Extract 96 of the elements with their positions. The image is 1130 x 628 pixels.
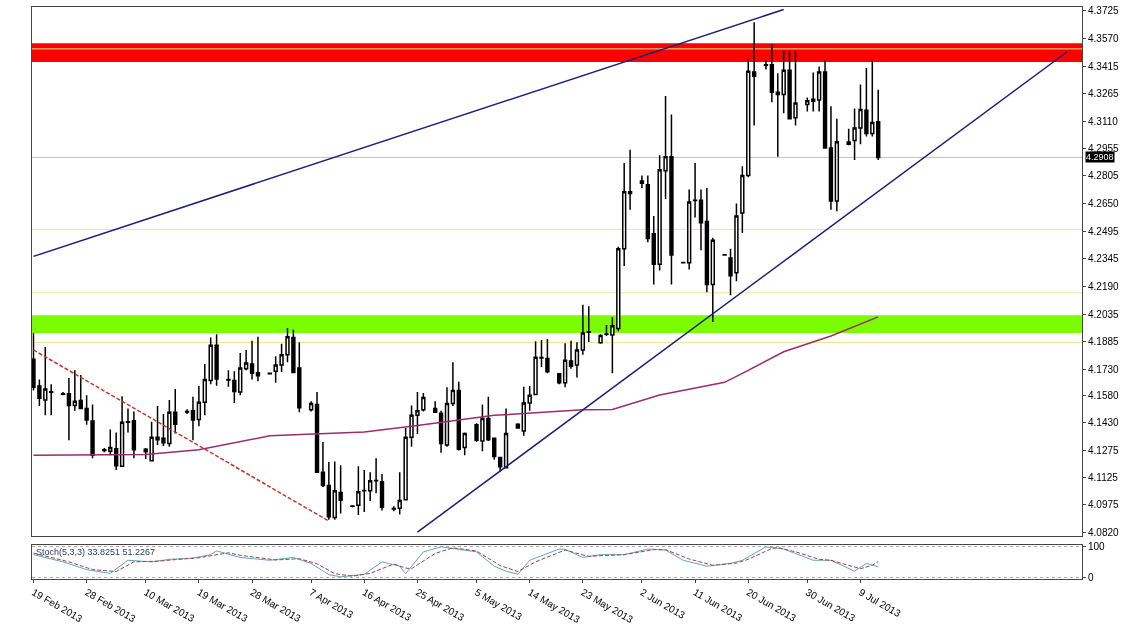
candlestick xyxy=(622,162,627,267)
candlestick xyxy=(763,59,769,71)
candlestick xyxy=(751,21,757,127)
y-tick-label: 4.0820 xyxy=(1088,527,1120,539)
candlestick xyxy=(190,395,196,442)
x-tick-label: 9 Jul 2013 xyxy=(856,586,903,620)
y-tick-label: 4.0975 xyxy=(1088,499,1120,511)
candlestick xyxy=(131,410,137,460)
candlestick xyxy=(816,65,822,113)
candlestick xyxy=(243,349,249,372)
candlestick xyxy=(698,188,704,252)
candlestick xyxy=(704,187,710,294)
y-tick-label: 4.2650 xyxy=(1088,198,1120,210)
candlestick xyxy=(645,174,651,244)
candlestick xyxy=(497,456,503,473)
candlestick xyxy=(60,391,66,396)
candlestick xyxy=(580,303,586,356)
y-tick-label: 0 xyxy=(1088,571,1094,583)
candlestick xyxy=(503,407,509,470)
candlestick xyxy=(822,59,828,149)
y-tick-label: 4.2955 xyxy=(1088,143,1120,155)
y-tick-label: 4.2190 xyxy=(1088,280,1120,292)
candlestick xyxy=(249,339,255,381)
x-tick-label: 20 Jun 2013 xyxy=(744,586,799,624)
candlestick xyxy=(184,408,190,415)
candlestick xyxy=(639,174,645,189)
candlestick xyxy=(367,471,373,502)
candlestick xyxy=(710,236,715,323)
chart-title: Stoch(5,3,3) 33.8251 51.2267 xyxy=(36,547,156,557)
candlestick xyxy=(515,422,521,430)
x-tick-label: 11 Jun 2013 xyxy=(691,586,745,624)
candlestick xyxy=(846,128,851,147)
y-tick-label: 4.3415 xyxy=(1088,60,1120,72)
x-tick-label: 5 May 2013 xyxy=(473,586,525,623)
candlestick xyxy=(72,369,78,412)
x-tick-label: 28 Feb 2013 xyxy=(83,586,138,625)
candlestick xyxy=(568,339,574,370)
candlestick xyxy=(379,473,385,512)
y-tick-label: 4.2345 xyxy=(1088,253,1120,265)
y-tick-label: 4.2035 xyxy=(1088,308,1120,320)
candlestick xyxy=(438,409,444,454)
x-tick-label: 30 Jun 2013 xyxy=(803,586,858,624)
y-tick-label: 4.1430 xyxy=(1088,417,1120,429)
x-tick-label: 16 Apr 2013 xyxy=(360,586,414,624)
candlestick xyxy=(586,305,591,343)
x-tick-label: 19 Mar 2013 xyxy=(195,586,250,625)
candlestick xyxy=(450,361,456,407)
candlestick xyxy=(456,381,461,452)
candlestick xyxy=(598,333,603,345)
candlestick xyxy=(692,162,698,219)
candlestick xyxy=(119,395,125,468)
x-tick-label: 7 Apr 2013 xyxy=(307,586,356,621)
candlestick xyxy=(66,377,72,442)
candlestick xyxy=(196,385,202,428)
line-series xyxy=(32,316,879,456)
candlestick xyxy=(574,341,580,379)
y-tick-label: 4.2805 xyxy=(1088,170,1120,182)
candlestick xyxy=(125,407,131,434)
candlestick xyxy=(828,105,834,211)
ref-line-label: 4.2908 xyxy=(1086,152,1114,162)
y-tick-label: 4.3570 xyxy=(1088,32,1120,44)
y-tick-label: 4.1580 xyxy=(1088,390,1120,402)
x-tick-label: 19 Feb 2013 xyxy=(29,586,85,625)
y-tick-label: 4.3110 xyxy=(1088,115,1119,127)
y-tick-label: 4.1730 xyxy=(1088,363,1120,375)
y-tick-label: 4.1125 xyxy=(1088,472,1119,484)
candlestick xyxy=(834,118,840,213)
candlestick xyxy=(432,400,438,414)
candlestick xyxy=(397,471,402,516)
x-tick-label: 28 Mar 2013 xyxy=(248,586,304,625)
candlestick xyxy=(627,149,633,211)
candlestick xyxy=(562,342,568,389)
candlestick xyxy=(308,400,314,413)
candlestick xyxy=(255,336,261,382)
candlestick xyxy=(373,457,379,495)
candlestick xyxy=(113,431,119,471)
x-tick-label: 2 Jun 2013 xyxy=(638,586,688,622)
x-tick-label: 23 May 2013 xyxy=(579,586,636,626)
candlestick xyxy=(314,391,320,474)
y-tick-label: 4.3265 xyxy=(1088,87,1120,99)
y-tick-label: 4.2495 xyxy=(1088,226,1120,238)
candlestick xyxy=(876,89,881,161)
x-tick-label: 10 Mar 2013 xyxy=(142,586,197,625)
candlestick xyxy=(722,253,727,257)
y-tick-label: 4.3725 xyxy=(1088,5,1120,17)
candlestick xyxy=(320,441,326,488)
candlestick xyxy=(391,505,397,513)
candlestick xyxy=(769,43,775,103)
candlestick xyxy=(686,188,692,271)
candlestick xyxy=(444,386,450,448)
candlestick xyxy=(49,383,54,417)
y-tick-label: 4.1275 xyxy=(1088,445,1120,457)
y-tick-label: 100 xyxy=(1088,540,1106,552)
x-tick-label: 25 Apr 2013 xyxy=(413,586,467,624)
y-tick-label: 4.1885 xyxy=(1088,335,1120,347)
candlestick xyxy=(326,461,332,521)
